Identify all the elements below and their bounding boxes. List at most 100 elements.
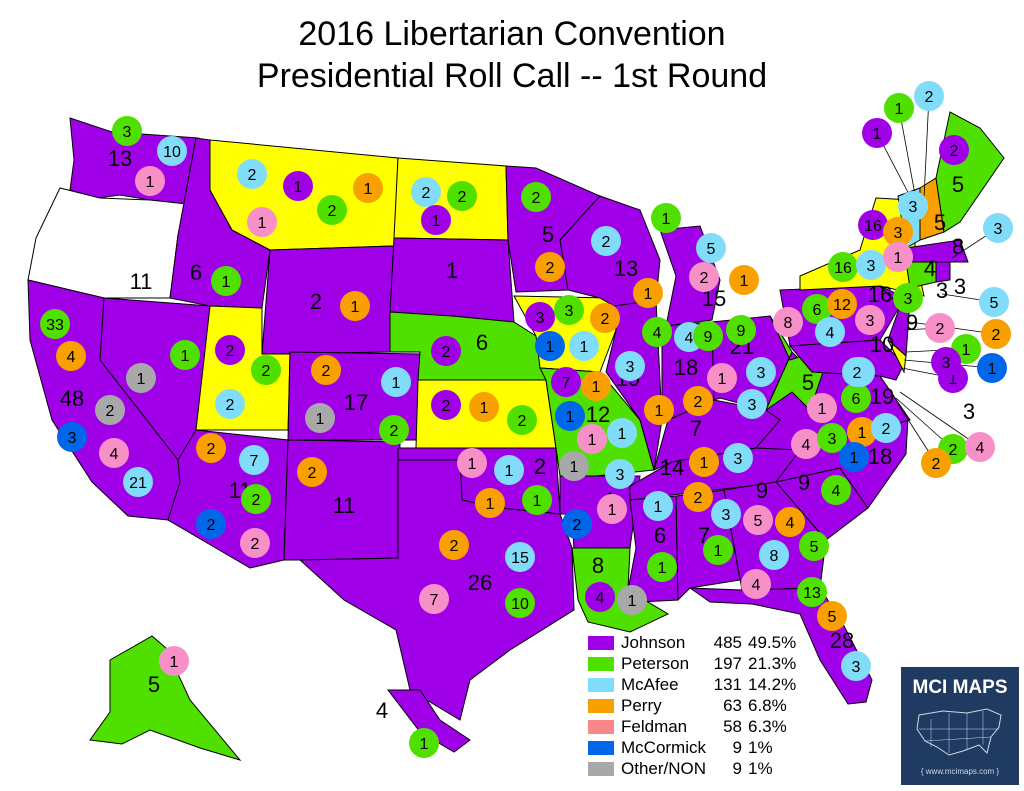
delegate-count: 3 xyxy=(565,303,574,320)
delegate-marker-mi: 5 xyxy=(696,233,726,263)
marker-circle xyxy=(683,482,713,512)
delegate-marker-nh: 5 xyxy=(934,210,946,235)
marker-circle xyxy=(211,266,241,296)
legend-percent: 49.5% xyxy=(748,633,797,652)
marker-circle xyxy=(821,475,851,505)
delegate-count: 4 xyxy=(802,437,811,454)
delegate-marker-ny: 3 xyxy=(856,250,886,280)
delegate-count: 4 xyxy=(596,590,605,607)
marker-circle xyxy=(241,484,271,514)
delegate-count: 3 xyxy=(734,451,743,468)
marker-circle xyxy=(939,135,969,165)
marker-circle xyxy=(644,395,674,425)
delegate-marker-ia: 3 xyxy=(554,295,584,325)
delegate-marker-tx: 10 xyxy=(505,588,535,618)
delegate-marker-dc/offshore: 3 xyxy=(983,213,1013,243)
legend-count: 197 xyxy=(713,654,742,673)
delegate-count: 2 xyxy=(322,363,331,380)
delegate-marker-mi: 2 xyxy=(689,262,719,292)
delegate-count: 1 xyxy=(258,215,267,232)
delegate-marker-dc/offshore: 4 xyxy=(965,432,995,462)
delegate-marker-al: 3 xyxy=(711,499,741,529)
delegate-marker-dc/offshore: 2 xyxy=(925,313,955,343)
legend-swatch xyxy=(588,741,614,755)
marker-circle xyxy=(977,353,1007,383)
marker-circle xyxy=(729,265,759,295)
delegate-marker-ok: 1 xyxy=(457,448,487,478)
delegate-marker-wy: 1 xyxy=(340,291,370,321)
marker-circle xyxy=(883,242,913,272)
marker-circle xyxy=(847,417,877,447)
delegate-count: 1 xyxy=(592,379,601,396)
legend-name: Other/NON xyxy=(621,759,707,778)
delegate-marker-la: 4 xyxy=(585,582,615,612)
delegate-count: 2 xyxy=(106,403,115,420)
marker-circle xyxy=(554,295,584,325)
legend-name: Johnson xyxy=(621,633,686,652)
delegate-count: 1 xyxy=(137,371,146,388)
delegate-count: 1 xyxy=(714,543,723,560)
delegate-count: 9 xyxy=(906,310,918,335)
delegate-count: 5 xyxy=(990,295,999,312)
delegate-marker-nd: 2 xyxy=(447,181,477,211)
delegate-count: 2 xyxy=(207,517,216,534)
delegate-count: 2 xyxy=(601,311,610,328)
legend-swatch xyxy=(588,657,614,671)
delegate-count: 4 xyxy=(685,330,694,347)
delegate-marker-tx: 26 xyxy=(468,570,492,595)
delegate-count: 1 xyxy=(420,736,429,753)
marker-circle xyxy=(925,313,955,343)
delegate-count: 2 xyxy=(949,442,958,459)
delegate-count: 2 xyxy=(602,234,611,251)
delegate-marker-in: 2 xyxy=(683,386,713,416)
delegate-count: 1 xyxy=(740,273,749,290)
delegate-count: 1 xyxy=(658,560,667,577)
delegate-marker-dc/offshore: 3 xyxy=(931,347,961,377)
delegate-count: 4 xyxy=(976,440,985,457)
legend-name: McAfee xyxy=(621,675,679,694)
delegate-marker-me: 1 xyxy=(884,93,914,123)
delegate-marker-nc: 4 xyxy=(791,429,821,459)
delegate-marker-tx: 15 xyxy=(505,542,535,572)
marker-circle xyxy=(196,433,226,463)
marker-circle xyxy=(884,93,914,123)
delegate-marker-tx: 2 xyxy=(439,530,469,560)
marker-circle xyxy=(647,552,677,582)
map-title-line-1: 2016 Libertarian Convention xyxy=(298,15,726,53)
marker-circle xyxy=(159,646,189,676)
delegate-marker-pa: 4 xyxy=(815,317,845,347)
marker-circle xyxy=(743,505,773,535)
delegate-marker-ne: 2 xyxy=(431,336,461,366)
marker-circle xyxy=(828,252,858,282)
marker-circle xyxy=(559,451,589,481)
delegate-marker-al: 1 xyxy=(703,535,733,565)
delegate-marker-ga: 9 xyxy=(756,478,768,503)
marker-circle xyxy=(311,355,341,385)
marker-circle xyxy=(555,401,585,431)
delegate-marker-mt: 1 xyxy=(283,171,313,201)
marker-circle xyxy=(703,535,733,565)
marker-circle xyxy=(581,371,611,401)
delegate-count: 3 xyxy=(942,355,951,372)
delegate-marker-ca: 21 xyxy=(123,467,153,497)
delegate-marker-mi: 1 xyxy=(729,265,759,295)
delegate-marker-me: 2 xyxy=(914,81,944,111)
delegate-count: 4 xyxy=(752,577,761,594)
delegate-count: 21 xyxy=(129,475,147,492)
delegate-count: 3 xyxy=(866,313,875,330)
legend-swatch xyxy=(588,636,614,650)
delegate-marker-ar: 1 xyxy=(559,451,589,481)
delegate-marker-mo: 1 xyxy=(577,424,607,454)
delegate-marker-il: 3 xyxy=(615,351,645,381)
delegate-count: 6 xyxy=(190,260,202,285)
delegate-marker-in: 18 xyxy=(674,355,698,380)
delegate-count: 2 xyxy=(458,189,467,206)
delegate-count: 48 xyxy=(60,386,84,411)
marker-circle xyxy=(797,577,827,607)
legend-name: McCormick xyxy=(621,738,706,757)
delegate-count: 2 xyxy=(226,397,235,414)
delegate-count: 19 xyxy=(870,384,894,409)
delegate-count: 1 xyxy=(351,299,360,316)
marker-circle xyxy=(56,341,86,371)
delegate-count: 2 xyxy=(328,203,337,220)
